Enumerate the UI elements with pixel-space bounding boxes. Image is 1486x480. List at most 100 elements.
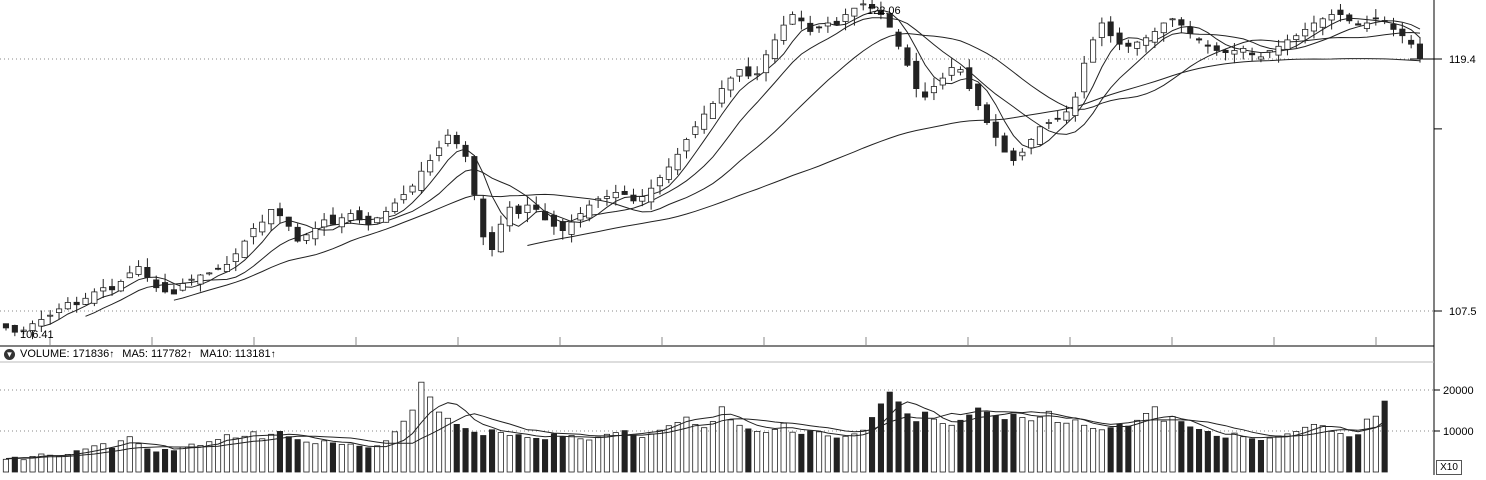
volume-bar [91,445,98,473]
volume-bar [771,428,778,473]
volume-bar [736,424,743,473]
candle-body [303,234,310,241]
candle-body [736,69,743,77]
candle-body [153,279,160,289]
volume-bar [109,447,116,473]
volume-bar [294,439,301,473]
volume-bar [1355,434,1362,473]
candle-body [515,205,522,214]
volume-bar [338,444,345,473]
volume-bar [153,451,160,473]
volume-bar [64,453,71,473]
volume-bar [206,441,213,473]
volume-bar [2,458,10,473]
volume-bar [789,431,796,473]
volume-bar [1116,423,1123,473]
volume-bar [1302,426,1309,473]
volume-bar [100,443,107,473]
chevron-down-icon[interactable]: ▼ [4,348,15,360]
volume-bar [170,450,178,473]
volume-bar [568,435,575,473]
volume-bar [214,439,222,473]
candle-body [1416,43,1424,60]
candle-body [488,232,496,251]
volume-bar [975,407,982,473]
volume-bar [1204,430,1211,473]
candle-body [1107,21,1114,37]
volume-bar [232,437,239,473]
volume-bar [718,406,725,473]
candle-body [816,26,823,29]
candle-body [29,323,36,331]
candle-body [1134,41,1141,49]
candle-body [1143,37,1150,46]
candle-body [1090,39,1097,63]
candle-body [117,280,124,292]
volume-bar [656,429,663,473]
candle-body [851,7,858,17]
candle-body [144,266,151,278]
volume-bar [851,433,858,473]
ma5-arrow-icon: ↑ [186,349,192,360]
volume-bar [365,447,372,473]
candle-body [1381,20,1388,22]
volume-bar [1310,423,1318,473]
candle-body [241,240,248,258]
volume-bar [1257,439,1265,473]
volume-bar [1019,417,1026,473]
candle-body [20,329,27,332]
candle-body [542,211,549,221]
volume-bar [922,411,929,473]
candle-body [913,60,920,89]
candle-body [321,219,328,228]
volume-bar [117,440,124,473]
candle-body [860,3,867,6]
candle-body [11,324,18,333]
candle-body [1284,39,1291,50]
candle-body [382,211,390,223]
candle-body [948,67,955,76]
y-tick-label-low: 107.5 [1449,306,1477,318]
candle-body [763,54,770,74]
volume-bar [692,423,699,473]
volume-bar [886,391,893,473]
candle-body [506,206,513,227]
candle-body [1302,28,1309,37]
volume-bar [1372,415,1379,473]
candle-body [1293,35,1300,41]
volume-bar [329,442,336,473]
candle-body [471,156,478,195]
candle-body [1363,22,1371,29]
candle-body [524,204,531,214]
volume-bar [135,443,142,473]
volume-bar [38,453,45,473]
volume-bar [480,435,487,473]
volume-bar [612,432,619,473]
candle-body [674,153,681,171]
candle-body [1249,52,1256,56]
candle-body [418,170,425,191]
volume-bar [11,456,18,473]
volume-value: VOLUME: 171836↑ [20,348,115,360]
volume-ma10-line [5,410,1385,460]
volume-bar [630,435,637,473]
volume-bar [276,430,283,473]
volume-bar [144,448,151,473]
volume-bar [347,443,354,473]
volume-bar [1098,429,1105,473]
volume-bar [992,415,999,473]
volume-bar [56,455,63,473]
candle-body [1010,150,1017,161]
candle-body [754,73,761,76]
candle-body [1408,39,1415,45]
candle-body [365,215,372,225]
volume-bar [930,418,937,473]
candle-body [1346,14,1353,22]
volume-bar [877,403,884,473]
candle-body [312,227,319,240]
candles-layer [2,0,1424,340]
candle-body [109,286,116,291]
volume-bar [497,432,504,473]
candle-body [975,83,982,107]
candle-body [38,319,45,327]
